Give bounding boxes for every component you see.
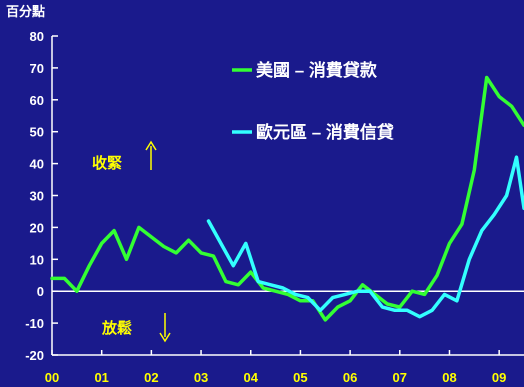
arrow-up-icon	[145, 140, 157, 151]
unit-label: 百分點	[6, 4, 45, 19]
axes: -20 -10 0 10 20 30 40 50 60 70 80 00 01 02 03 04 05 06 07 0…	[25, 29, 524, 385]
series-line-1	[206, 155, 524, 319]
x-tick-label: 01	[94, 370, 108, 385]
y-tick-label: 60	[30, 93, 44, 108]
x-tick-label: 08	[442, 370, 456, 385]
x-tick-label: 04	[244, 370, 259, 385]
y-tick-label: 20	[30, 220, 44, 235]
y-tick-label: 80	[30, 29, 44, 44]
y-tick-label: 0	[37, 284, 44, 299]
legend-label-0: 美國 – 消費貸款	[256, 60, 378, 80]
y-tick-label: 70	[30, 61, 44, 76]
series-group	[50, 75, 524, 322]
annotation-tightening: 收緊	[92, 154, 122, 172]
y-tick-label: 40	[30, 157, 44, 172]
y-tick-label: -20	[25, 348, 44, 363]
x-tick-label: 00	[45, 370, 59, 385]
x-tick-label: 03	[194, 370, 208, 385]
series-line-0	[50, 75, 524, 322]
x-tick-label: 06	[343, 370, 357, 385]
y-tick-label: 10	[30, 252, 44, 267]
x-tick-label: 05	[293, 370, 307, 385]
legend-label-1: 歐元區 – 消費信貸	[256, 122, 394, 142]
y-tick-label: -10	[25, 316, 44, 331]
y-tick-label: 30	[30, 189, 44, 204]
x-tick-label: 09	[492, 370, 506, 385]
annotation-easing: 放鬆	[101, 319, 132, 337]
y-tick-label: 50	[30, 125, 44, 140]
x-tick-label: 02	[144, 370, 158, 385]
x-tick-label: 07	[393, 370, 407, 385]
arrow-down-icon	[159, 332, 171, 343]
